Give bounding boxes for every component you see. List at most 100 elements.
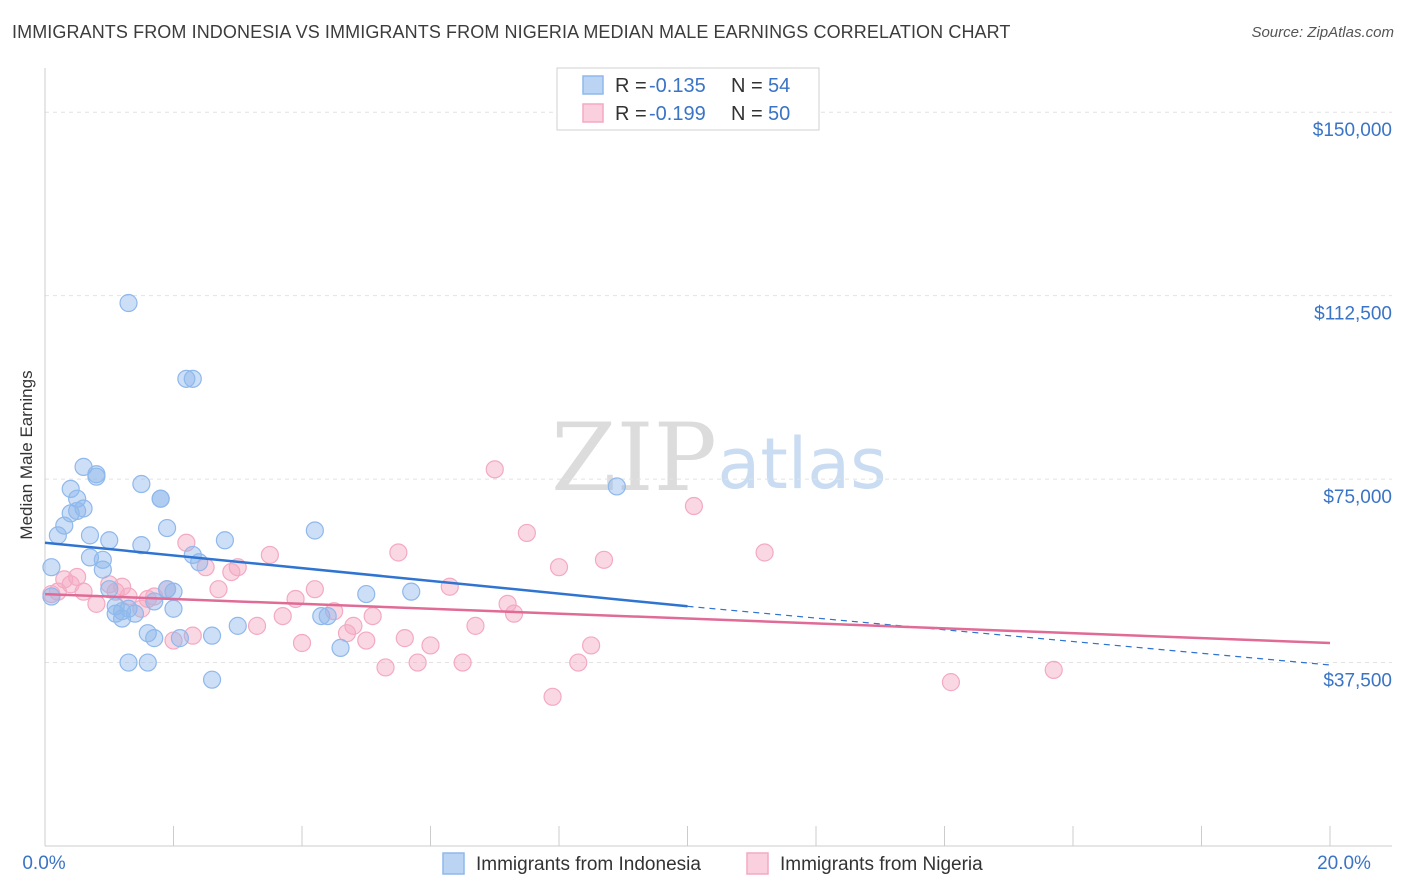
indonesia-point-27 <box>138 653 157 672</box>
indonesia-point-23 <box>119 653 138 672</box>
legend-r-label-0: R = <box>615 75 652 97</box>
gridlines: $37,500 $75,000 $112,500 $150,000 <box>45 111 1392 692</box>
indonesia-point-39 <box>183 369 202 388</box>
indonesia-point-14 <box>93 560 112 579</box>
nigeria-point-30 <box>344 616 363 635</box>
nigeria-point-51 <box>755 543 774 562</box>
y-tick-label-2: $112,500 <box>1314 304 1392 325</box>
legend-r-value-0: -0.135 <box>649 75 706 97</box>
indonesia-point-46 <box>305 521 324 540</box>
nigeria-point-45 <box>543 687 562 706</box>
watermark: ZIP atlas <box>551 404 886 513</box>
indonesia-point-48 <box>318 606 337 626</box>
nigeria-point-33 <box>376 658 395 677</box>
indonesia-point-15 <box>93 550 112 569</box>
indonesia-point-45 <box>228 616 247 635</box>
nigeria-point-46 <box>549 558 569 577</box>
series-legend: Immigrants from Indonesia Immigrants fro… <box>442 852 983 875</box>
indonesia-point-37 <box>170 629 190 648</box>
nigeria-point-48 <box>582 636 601 655</box>
legend-swatch-indonesia <box>582 75 604 95</box>
series-indonesia-points <box>42 293 626 689</box>
indonesia-point-53 <box>119 293 138 313</box>
indonesia-point-50 <box>357 584 376 604</box>
indonesia-point-36 <box>164 599 183 618</box>
y-tick-label-1: $75,000 <box>1323 487 1392 508</box>
indonesia-point-43 <box>202 626 222 645</box>
bottom-legend-label-nigeria: Immigrants from Nigeria <box>780 854 983 875</box>
nigeria-point-23 <box>260 545 279 565</box>
nigeria-point-19 <box>209 580 228 599</box>
nigeria-point-53 <box>1044 660 1063 679</box>
y-tick-label-0: $37,500 <box>1323 671 1392 692</box>
bottom-legend-label-indonesia: Immigrants from Indonesia <box>476 854 701 875</box>
y-tick-label-3: $150,000 <box>1313 120 1392 141</box>
indonesia-point-33 <box>157 518 177 538</box>
indonesia-point-51 <box>402 582 421 601</box>
nigeria-point-34 <box>389 543 408 562</box>
indonesia-point-26 <box>132 536 151 555</box>
legend-n-value-1: 50 <box>768 103 790 125</box>
indonesia-point-38 <box>177 369 196 388</box>
indonesia-point-1 <box>42 587 61 606</box>
nigeria-trend-line <box>44 592 1331 645</box>
indonesia-point-4 <box>61 479 80 499</box>
nigeria-point-39 <box>453 653 472 672</box>
watermark-atlas: atlas <box>717 423 886 505</box>
indonesia-point-30 <box>145 629 164 648</box>
indonesia-point-25 <box>132 474 151 494</box>
watermark-zip: ZIP <box>551 404 717 513</box>
x-tick-label-1: 20.0% <box>1317 853 1371 874</box>
nigeria-point-24 <box>273 606 292 626</box>
nigeria-point-31 <box>357 631 376 650</box>
nigeria-point-38 <box>440 577 459 596</box>
nigeria-point-44 <box>517 523 536 543</box>
indonesia-point-44 <box>215 531 234 550</box>
nigeria-point-37 <box>421 636 440 655</box>
indonesia-trend-line <box>44 541 688 608</box>
x-tick-label-0: 0.0% <box>22 853 65 874</box>
indonesia-trend-extension <box>687 605 1331 666</box>
chart-title: IMMIGRANTS FROM INDONESIA VS IMMIGRANTS … <box>12 22 1011 42</box>
legend-n-label-1: N = <box>731 103 768 125</box>
legend-r-value-1: -0.199 <box>649 103 706 125</box>
legend-n-label-0: N = <box>731 75 768 97</box>
nigeria-point-26 <box>292 633 312 653</box>
nigeria-point-47 <box>569 653 588 672</box>
indonesia-point-40 <box>183 545 202 565</box>
bottom-legend-swatch-indonesia <box>442 852 465 875</box>
nigeria-point-41 <box>485 460 504 479</box>
nigeria-point-27 <box>305 580 324 599</box>
indonesia-point-29 <box>145 592 164 611</box>
legend-r-label-1: R = <box>615 103 652 125</box>
indonesia-point-24 <box>125 604 145 623</box>
indonesia-point-49 <box>331 638 350 657</box>
nigeria-point-32 <box>363 606 382 626</box>
nigeria-point-50 <box>684 496 704 516</box>
nigeria-point-43 <box>504 604 524 623</box>
nigeria-point-35 <box>395 629 414 648</box>
indonesia-point-8 <box>74 499 93 518</box>
nigeria-point-5 <box>74 582 93 601</box>
chart-source: Source: ZipAtlas.com <box>1251 24 1394 41</box>
indonesia-point-52 <box>607 477 626 496</box>
legend-swatch-nigeria <box>582 103 604 123</box>
y-axis-label: Median Male Earnings <box>17 370 36 539</box>
indonesia-point-42 <box>202 670 222 689</box>
nigeria-point-36 <box>408 653 427 672</box>
indonesia-point-47 <box>312 606 331 626</box>
x-tick-marks <box>44 826 1331 846</box>
legend-n-value-0: 54 <box>768 75 790 97</box>
nigeria-point-52 <box>941 673 961 692</box>
indonesia-point-10 <box>80 526 100 545</box>
nigeria-point-49 <box>594 550 614 569</box>
nigeria-point-22 <box>247 616 267 635</box>
indonesia-point-13 <box>87 467 106 486</box>
indonesia-point-0 <box>42 558 61 577</box>
nigeria-point-40 <box>466 616 485 635</box>
indonesia-point-32 <box>151 489 170 508</box>
indonesia-point-16 <box>100 531 119 550</box>
trend-lines <box>44 541 1331 666</box>
stats-legend: R = -0.135 N = 54 R = -0.199 N = 50 <box>556 67 820 131</box>
